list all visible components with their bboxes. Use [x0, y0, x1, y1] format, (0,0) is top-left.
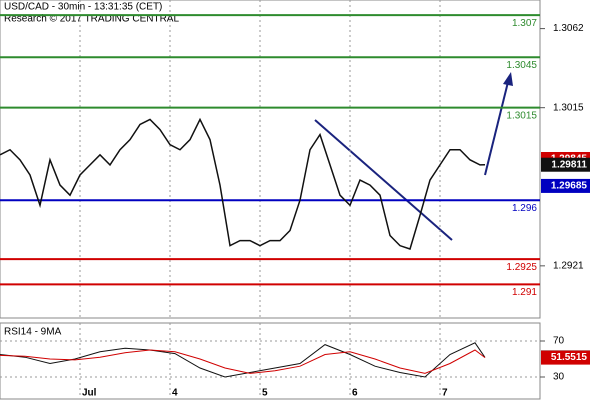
x-tick-label: 6: [352, 388, 358, 399]
chart-title: USD/CAD - 30min - 13:31:35 (CET): [4, 2, 162, 13]
level-label: 1.2925: [506, 262, 537, 273]
x-tick-label: Jul: [82, 388, 97, 399]
series-line: [0, 349, 486, 374]
value-box: [541, 350, 590, 365]
level-label: 1.291: [512, 287, 537, 298]
series-line: [0, 342, 486, 378]
y-tick-label: 1.2921: [553, 260, 584, 271]
y-tick-label: 1.3015: [553, 102, 584, 113]
trend-line: [314, 119, 453, 241]
y-tick-label: 70: [553, 336, 565, 347]
x-tick-label: 7: [442, 388, 448, 399]
rsi-panel: [0, 322, 541, 400]
level-label: 1.3015: [506, 110, 537, 121]
rsi-title: RSI14 - 9MA: [4, 327, 62, 338]
level-label: 1.296: [512, 203, 537, 214]
chart-subtitle: Research © 2017 TRADING CENTRAL: [4, 14, 179, 25]
level-label: 1.307: [512, 18, 537, 29]
value-box: [541, 157, 590, 172]
arrow-head: [503, 72, 513, 86]
x-tick-label: 4: [172, 388, 178, 399]
x-tick-label: 5: [262, 388, 268, 399]
forecast-arrow: [484, 81, 509, 176]
series-line: [0, 117, 486, 250]
value-box-label: 1.29685: [551, 181, 588, 192]
value-box-label: 51.5515: [551, 352, 588, 363]
y-tick-label: 30: [553, 372, 565, 383]
price-panel: [0, 0, 541, 319]
value-box: [541, 178, 590, 193]
value-box-label: 1.29811: [551, 159, 587, 170]
level-label: 1.3045: [506, 60, 537, 71]
y-tick-label: 1.3062: [553, 23, 584, 34]
